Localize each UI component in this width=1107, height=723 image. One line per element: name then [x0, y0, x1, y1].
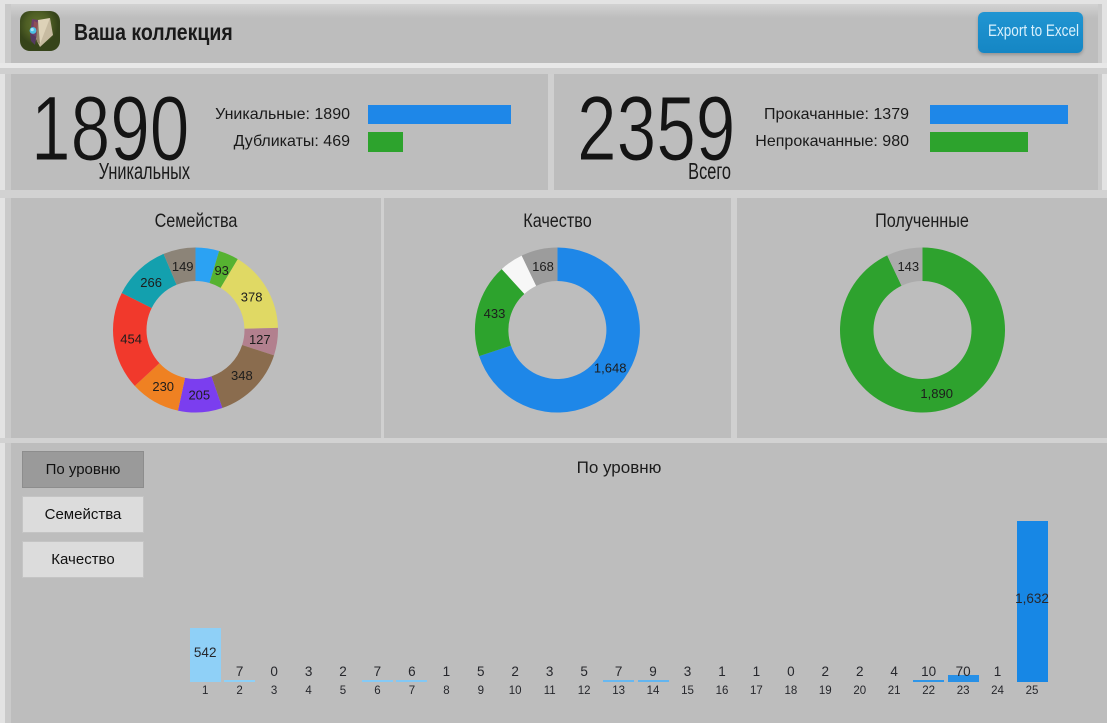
svg-text:266: 266: [140, 275, 162, 290]
svg-text:348: 348: [231, 368, 253, 383]
svg-text:168: 168: [532, 259, 554, 274]
svg-text:378: 378: [241, 290, 263, 305]
svg-text:230: 230: [152, 379, 174, 394]
svg-text:127: 127: [249, 332, 271, 347]
svg-text:149: 149: [172, 259, 194, 274]
svg-text:143: 143: [897, 259, 919, 274]
svg-text:1,890: 1,890: [920, 386, 953, 401]
svg-text:1,648: 1,648: [594, 361, 627, 376]
svg-text:205: 205: [188, 387, 210, 402]
svg-text:454: 454: [120, 332, 142, 347]
svg-text:93: 93: [214, 263, 228, 278]
svg-text:433: 433: [484, 306, 506, 321]
